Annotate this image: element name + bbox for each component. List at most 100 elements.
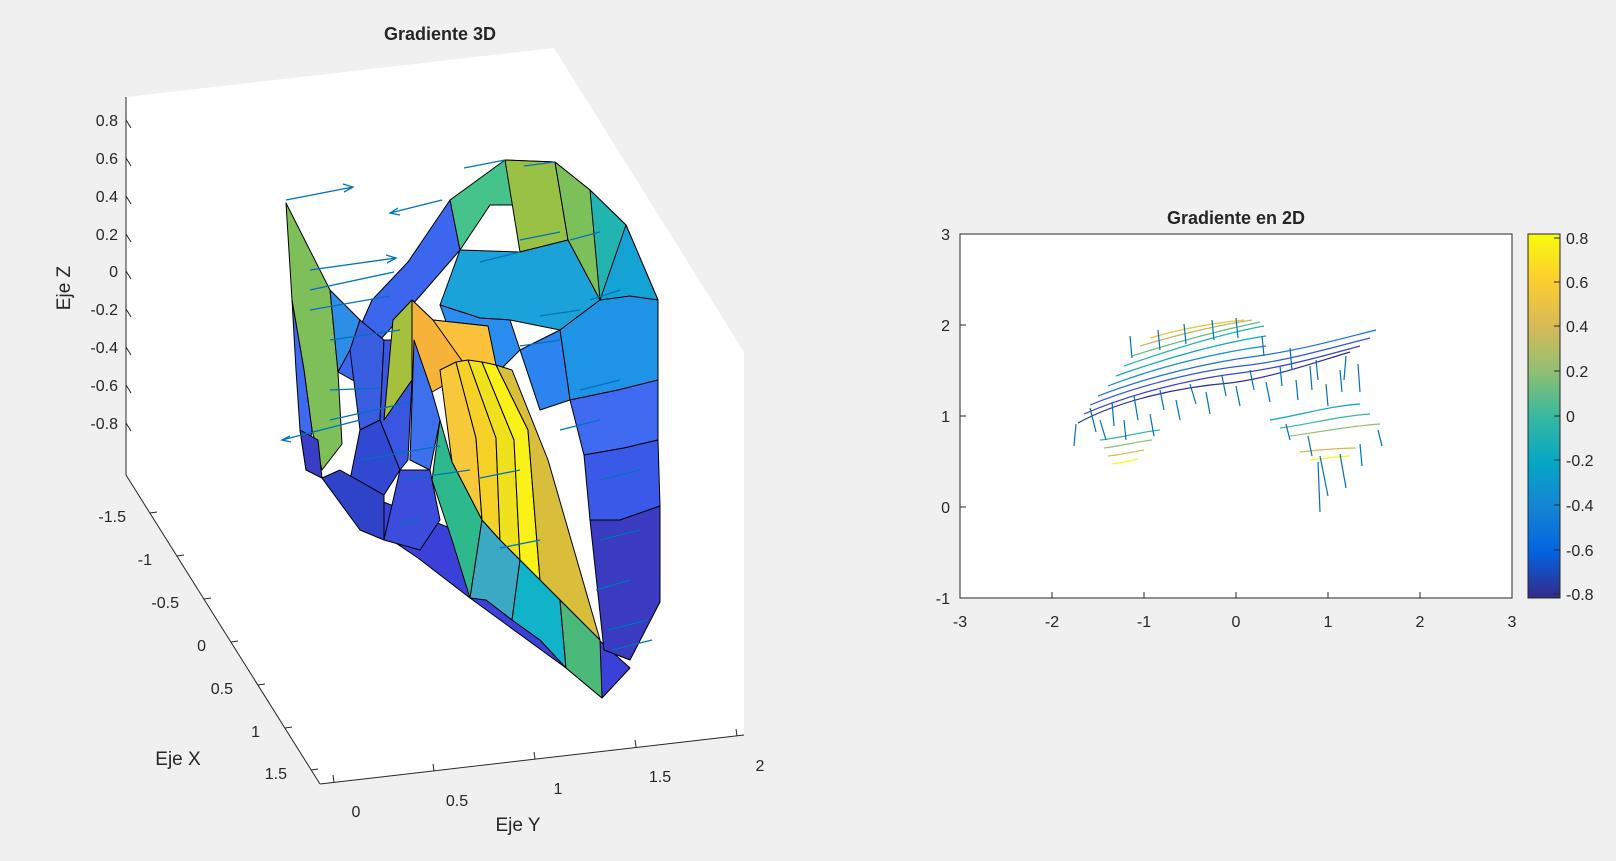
quiver-arrow (1307, 435, 1313, 457)
z-tick-label: 0.8 (96, 113, 118, 130)
x-tick-label: -2 (1045, 614, 1059, 631)
quiver-arrow (1129, 335, 1133, 359)
x-axis-label: Eje X (155, 749, 201, 770)
surface-patch (321, 469, 385, 541)
quiver-arrow (599, 469, 641, 481)
quiver-arrow (539, 309, 581, 317)
x-tick-label: -1.5 (98, 509, 126, 526)
quiver-2d (1073, 317, 1383, 513)
x-tick-label: 1.5 (265, 766, 287, 783)
quiver-arrow-head (385, 254, 398, 264)
colorbar-tick-label: 0 (1566, 409, 1575, 426)
x-tick-label: 1 (1324, 614, 1333, 631)
colorbar-tick-label: -0.6 (1566, 543, 1594, 560)
z-tick-label: 0 (109, 264, 118, 281)
contour-line (1077, 351, 1351, 424)
z-tick (125, 233, 132, 243)
z-tick (125, 308, 132, 318)
colorbar-tick-label: 0.4 (1566, 319, 1588, 336)
plot-2d-ticks (959, 233, 1513, 599)
y-tick-label: 0.5 (446, 793, 468, 810)
plot-2d: -3 -2 -1 0 1 2 3 3 2 1 0 -1 Gradiente en… (936, 208, 1594, 631)
quiver-arrow (281, 419, 361, 441)
quiver-arrow (1175, 399, 1181, 421)
colorbar-tick-label: -0.4 (1566, 498, 1594, 515)
surface-patch (409, 339, 441, 471)
quiver-arrow (1295, 379, 1299, 401)
z-tick-label: -0.6 (90, 378, 118, 395)
plot-3d: 0.8 0.6 0.4 0.2 0 -0.2 -0.4 -0.6 -0.8 -1… (54, 24, 765, 836)
x-tick-label: 3 (1508, 614, 1517, 631)
x-tick (149, 511, 158, 514)
contour-line (1131, 321, 1261, 357)
contour-line (1299, 447, 1357, 453)
contour-line (1279, 413, 1371, 429)
x-tick (257, 683, 266, 686)
contour-line (1289, 423, 1381, 437)
quiver-arrow-head (280, 435, 292, 443)
quiver-arrow (1359, 443, 1363, 467)
quiver-arrow (329, 401, 411, 421)
quiver-arrow (1099, 419, 1107, 441)
contour-line (1309, 455, 1351, 461)
x-tick (230, 640, 239, 643)
y-tick-label: 3 (941, 227, 950, 244)
z-tick (125, 157, 132, 167)
contour-line (1089, 337, 1371, 406)
surface-patch (383, 469, 441, 551)
y-tick-label: 2 (756, 758, 765, 775)
z-tick (125, 384, 132, 394)
quiver-arrow (1261, 335, 1265, 357)
quiver-arrow (1343, 355, 1347, 381)
quiver-arrow (611, 639, 653, 651)
quiver-arrow (309, 271, 395, 291)
quiver-arrow (1339, 453, 1347, 489)
surface-patch (559, 599, 603, 699)
z-tick-label: 0.6 (96, 151, 118, 168)
y-axis-line (319, 734, 745, 785)
quiver-arrow (479, 469, 521, 479)
quiver-3d (280, 159, 653, 651)
z-tick (125, 119, 132, 129)
quiver-arrow (1157, 329, 1161, 351)
x-axis-ticks: -1.5 -1 -0.5 0 0.5 1 1.5 (98, 509, 319, 783)
y-tick (533, 751, 536, 760)
quiver-arrow (595, 579, 631, 591)
colorbar-tick-label: 0.8 (1566, 231, 1588, 248)
x-tick (310, 768, 319, 771)
contour-line (1097, 329, 1377, 397)
colorbar-tick-label: 0.6 (1566, 275, 1588, 292)
quiver-arrow (399, 469, 471, 481)
quiver-arrow (1377, 429, 1383, 447)
y-axis-label: Eje Y (495, 815, 540, 836)
quiver-arrow (1309, 365, 1313, 391)
contour-line (1107, 449, 1145, 457)
quiver-arrow (1211, 319, 1215, 341)
x-axis-line (125, 474, 321, 785)
z-tick-label: -0.4 (90, 340, 118, 357)
quiver-arrow (523, 161, 556, 167)
quiver-arrow-head (388, 207, 401, 216)
quiver-arrow (1159, 389, 1165, 411)
y-tick-label: 0 (941, 500, 950, 517)
quiver-arrow (1073, 423, 1077, 447)
x-tick-label: -3 (953, 614, 967, 631)
y-tick-label: 1 (941, 409, 950, 426)
quiver-arrow (499, 539, 541, 549)
quiver-arrow (1205, 391, 1211, 415)
colorbar-ticks (1554, 237, 1560, 595)
y-axis-ticks: 0 0.5 1 1.5 2 (332, 728, 765, 821)
y-tick (432, 763, 435, 772)
z-tick (125, 346, 132, 356)
quiver-arrow (329, 387, 381, 391)
colorbar (1527, 233, 1561, 599)
quiver-arrow (519, 339, 561, 347)
x-tick-label: 2 (1416, 614, 1425, 631)
z-tick-label: -0.2 (90, 302, 118, 319)
quiver-arrow (1149, 413, 1155, 437)
y-tick-label: 2 (941, 318, 950, 335)
quiver-arrow (309, 295, 391, 311)
x-tick-label: -0.5 (151, 595, 179, 612)
quiver-arrow (1289, 347, 1293, 371)
